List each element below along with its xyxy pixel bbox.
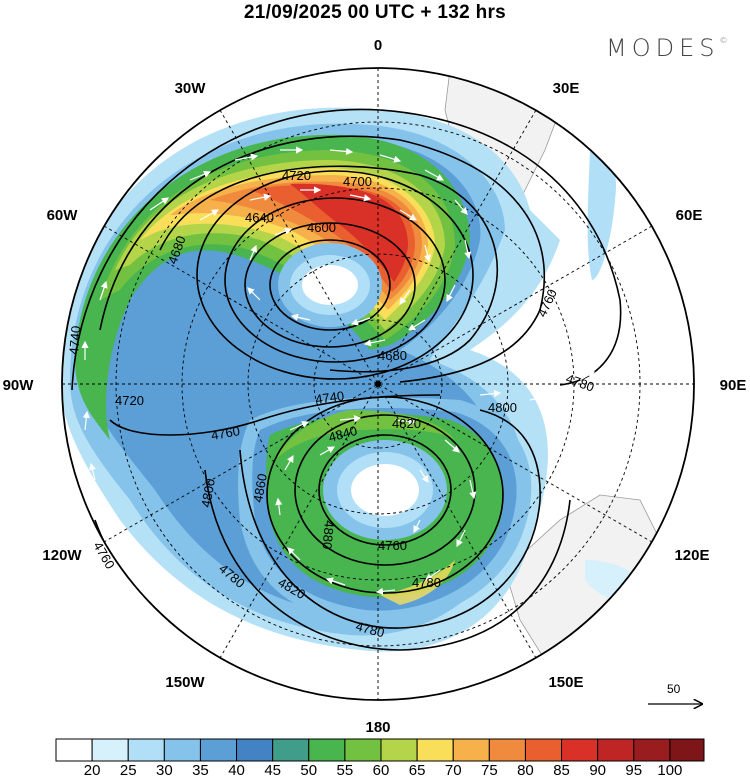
contour-label: 4780 [354,618,386,640]
reference-vector-label: 50 [667,682,681,696]
colorbar-tick-label: 95 [625,762,643,779]
colorbar-labels: 20 25 30 35 40 45 50 55 60 65 70 75 80 85 90 95 100 [55,762,705,782]
colorbar-swatch [380,738,418,762]
map-rim [61,67,695,701]
contour-label: 4720 [115,393,144,408]
colorbar-tick-label: 55 [336,762,354,779]
longitude-labels: 0 30E 60E 90E 120E 150E 180 150W 120W 90… [3,37,747,736]
pole-marker [375,381,381,387]
colorbar [55,738,705,762]
contour-label: 4860 [250,472,270,503]
colorbar-tick-label: 35 [192,762,209,779]
contour-label: 4720 [282,168,311,183]
colorbar-tick-label: 60 [372,762,390,779]
colorbar-swatch [344,738,382,762]
lon-label-90w: 90W [3,377,35,394]
colorbar-swatch [669,738,705,762]
contour-label: 4700 [343,174,372,189]
colorbar-tick-label: 100 [657,762,683,779]
colorbar-tick-label: 75 [480,762,498,779]
colorbar-swatch [308,738,346,762]
lon-label-30e: 30E [553,80,580,97]
colorbar-swatch [416,738,454,762]
colorbar-swatch [633,738,671,762]
graticule [62,68,694,700]
colorbar-tick-label: 45 [264,762,281,779]
lon-label-60w: 60W [47,207,79,224]
colorbar-tick-label: 85 [553,762,570,779]
contour-label: 4880 [319,520,336,550]
contour-label: 4740 [66,325,83,355]
contour-label: 4820 [392,416,421,431]
colorbar-tick-label: 65 [408,762,426,779]
map-title: 21/09/2025 00 UTC + 132 hrs [243,2,507,23]
brand-mark: © [719,36,728,45]
lon-label-30w: 30W [175,80,207,97]
colorbar-swatch [597,738,635,762]
colorbar-tick-label: 40 [228,762,245,779]
contour-label: 4800 [488,400,517,415]
colorbar-tick-label: 70 [444,762,462,779]
colorbar-swatch [524,738,563,762]
colorbar-swatch [127,738,165,762]
contour-label: 4800 [198,477,218,508]
colorbar-swatch [272,738,310,762]
contour-label: 4760 [210,423,241,443]
brand-logo: MODES© [606,34,727,62]
wind-vectors [81,146,596,671]
colorbar-swatch [452,738,490,762]
colorbar-swatch [91,738,129,762]
colorbar-swatch [55,738,93,762]
colorbar-tick-label: 20 [83,762,101,779]
lon-label-90e: 90E [720,377,747,394]
lon-label-0: 0 [374,37,382,54]
colorbar-tick-label: 30 [155,762,173,779]
colorbar-swatch [561,738,599,762]
lon-label-60e: 60E [676,207,703,224]
brand-name: MODES [606,34,720,62]
contour-label: 4840 [327,423,359,445]
contour-label: 4780 [412,575,441,590]
lon-label-120w: 120W [42,547,82,564]
colorbar-tick-label: 50 [300,762,318,779]
contour-label: 4680 [378,348,407,363]
colorbar-tick-label: 25 [119,762,137,779]
lon-label-150w: 150W [165,674,205,691]
colorbar-tick-label: 90 [589,762,606,779]
contour-label: 4600 [307,220,336,235]
lon-label-120e: 120E [674,547,709,564]
lon-label-180: 180 [365,719,390,736]
colorbar-swatch [199,738,238,762]
contour-label: 4640 [245,210,274,225]
colorbar-swatch [163,738,201,762]
colorbar-swatch [236,738,274,762]
lon-label-150e: 150E [548,674,583,691]
colorbar-tick-label: 80 [517,762,534,779]
contour-label: 4760 [378,538,407,553]
contour-label: 4740 [314,388,345,407]
colorbar-swatch [488,738,526,762]
